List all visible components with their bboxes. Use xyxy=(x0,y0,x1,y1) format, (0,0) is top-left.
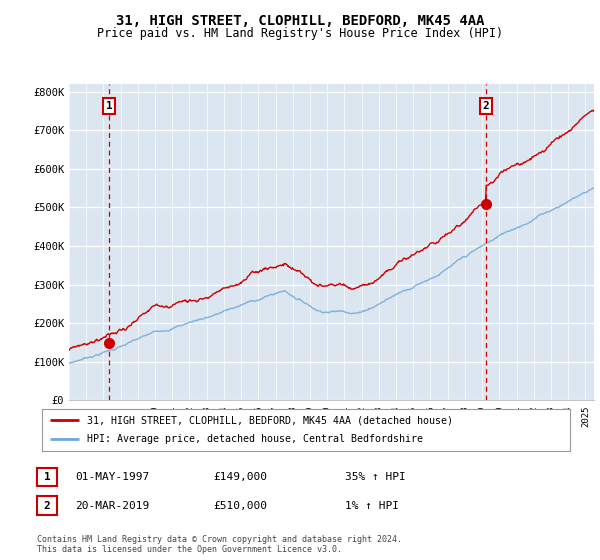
Text: Price paid vs. HM Land Registry's House Price Index (HPI): Price paid vs. HM Land Registry's House … xyxy=(97,27,503,40)
Text: 20-MAR-2019: 20-MAR-2019 xyxy=(75,501,149,511)
Text: 1% ↑ HPI: 1% ↑ HPI xyxy=(345,501,399,511)
Text: 01-MAY-1997: 01-MAY-1997 xyxy=(75,472,149,482)
Text: £510,000: £510,000 xyxy=(213,501,267,511)
Text: 2: 2 xyxy=(482,101,489,111)
Text: 2: 2 xyxy=(44,501,50,511)
Text: 35% ↑ HPI: 35% ↑ HPI xyxy=(345,472,406,482)
Text: HPI: Average price, detached house, Central Bedfordshire: HPI: Average price, detached house, Cent… xyxy=(87,435,423,445)
Text: 1: 1 xyxy=(44,472,50,482)
Text: 1: 1 xyxy=(106,101,112,111)
Text: 31, HIGH STREET, CLOPHILL, BEDFORD, MK45 4AA: 31, HIGH STREET, CLOPHILL, BEDFORD, MK45… xyxy=(116,14,484,28)
Text: £149,000: £149,000 xyxy=(213,472,267,482)
Text: 31, HIGH STREET, CLOPHILL, BEDFORD, MK45 4AA (detached house): 31, HIGH STREET, CLOPHILL, BEDFORD, MK45… xyxy=(87,415,453,425)
Text: Contains HM Land Registry data © Crown copyright and database right 2024.
This d: Contains HM Land Registry data © Crown c… xyxy=(37,535,402,554)
